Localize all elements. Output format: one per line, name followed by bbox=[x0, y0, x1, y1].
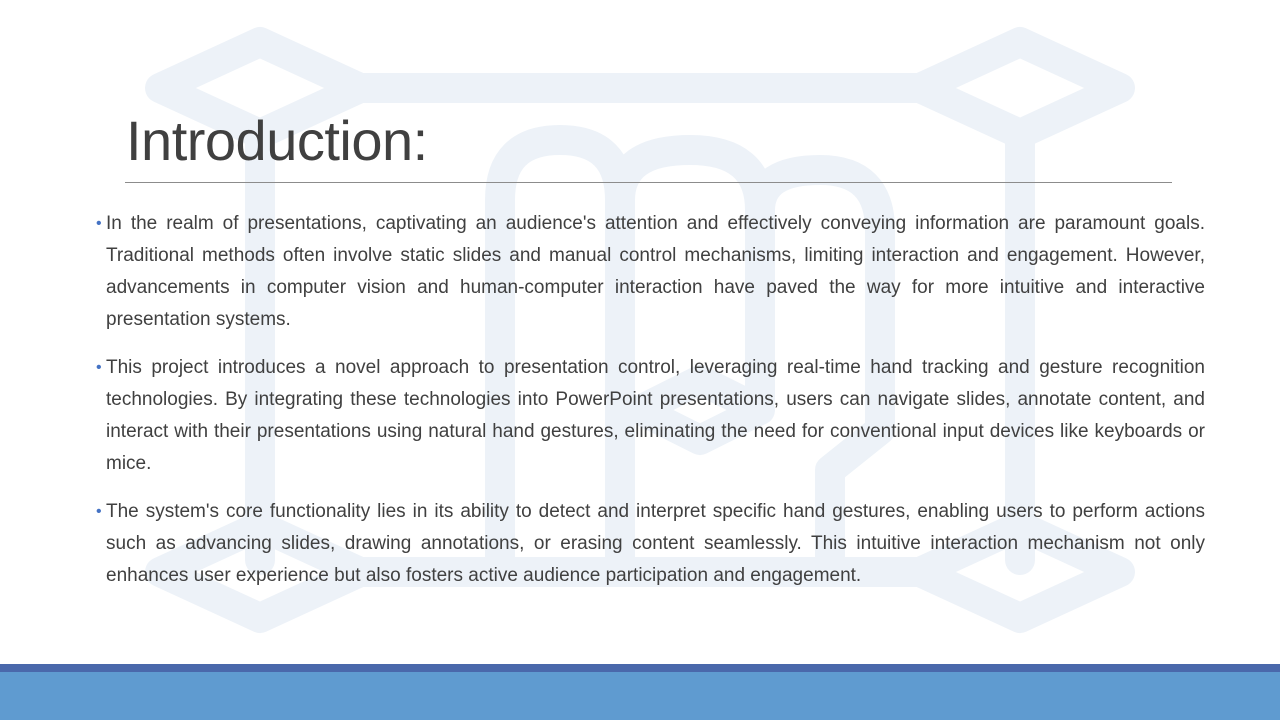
bullet-item: • The system's core functionality lies i… bbox=[96, 496, 1205, 592]
bullet-list: • In the realm of presentations, captiva… bbox=[96, 208, 1205, 608]
bullet-text: In the realm of presentations, captivati… bbox=[106, 213, 1205, 330]
footer-accent-line bbox=[0, 664, 1280, 672]
footer-band bbox=[0, 672, 1280, 720]
slide-title: Introduction: bbox=[126, 109, 428, 172]
bullet-item: • In the realm of presentations, captiva… bbox=[96, 208, 1205, 336]
bullet-dot-icon: • bbox=[96, 215, 102, 232]
bullet-text: The system's core functionality lies in … bbox=[106, 501, 1205, 586]
bullet-dot-icon: • bbox=[96, 359, 102, 376]
title-divider bbox=[125, 182, 1172, 183]
bullet-dot-icon: • bbox=[96, 503, 102, 520]
bullet-item: • This project introduces a novel approa… bbox=[96, 352, 1205, 480]
bullet-text: This project introduces a novel approach… bbox=[106, 357, 1205, 474]
